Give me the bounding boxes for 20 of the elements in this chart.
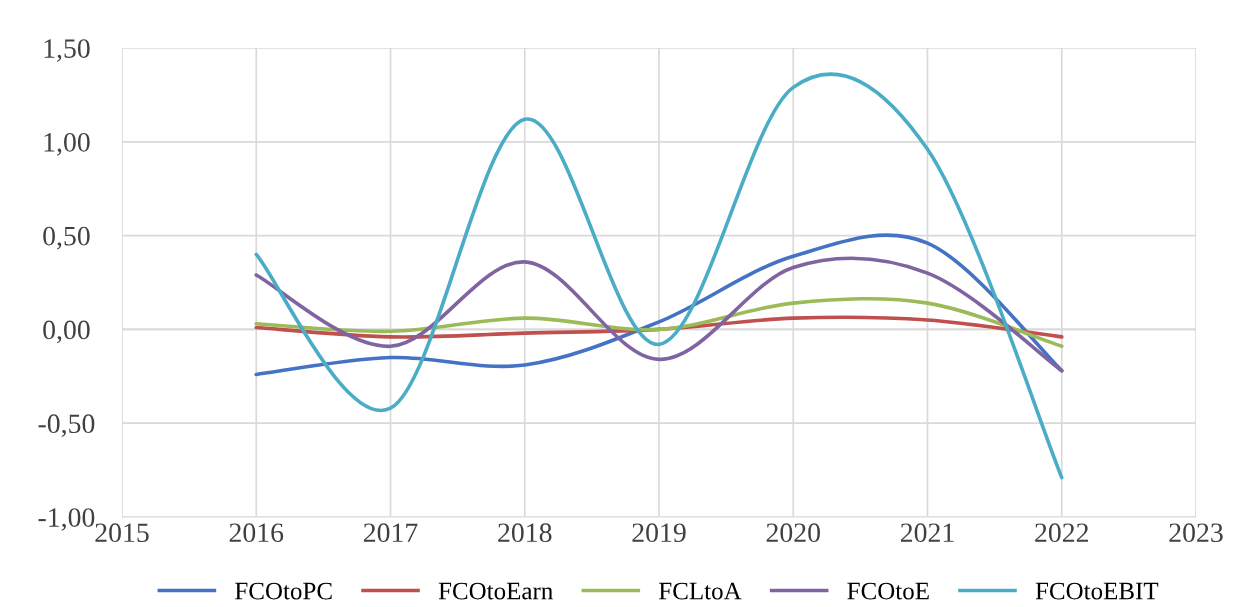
x-tick-label: 2023 [1169, 523, 1223, 543]
x-tick-label: 2017 [363, 523, 418, 543]
legend-label: FCOtoE [847, 582, 929, 600]
y-tick-label: 0,00 [43, 320, 90, 344]
x-tick-label: 2020 [766, 523, 820, 543]
legend-label: FCOtoEBIT [1035, 582, 1159, 600]
x-tick-label: 2019 [632, 523, 686, 543]
y-tick-label: 1,00 [44, 132, 90, 156]
y-tick-label: 0,50 [43, 226, 90, 250]
x-tick-label: 2022 [1035, 523, 1088, 543]
x-tick-label: 2015 [95, 523, 149, 543]
y-tick-label: -0,50 [38, 414, 95, 438]
x-tick-label: 2018 [498, 523, 552, 543]
y-tick-label: 1,50 [44, 39, 90, 62]
legend-label: FCOtoEarn [438, 582, 553, 600]
legend-label: FCLtoA [659, 582, 742, 600]
y-tick-label: -1,00 [38, 508, 95, 531]
x-tick-label: 2016 [229, 523, 284, 543]
x-tick-label: 2021 [900, 523, 954, 543]
legend-label: FCOtoPC [235, 582, 332, 600]
